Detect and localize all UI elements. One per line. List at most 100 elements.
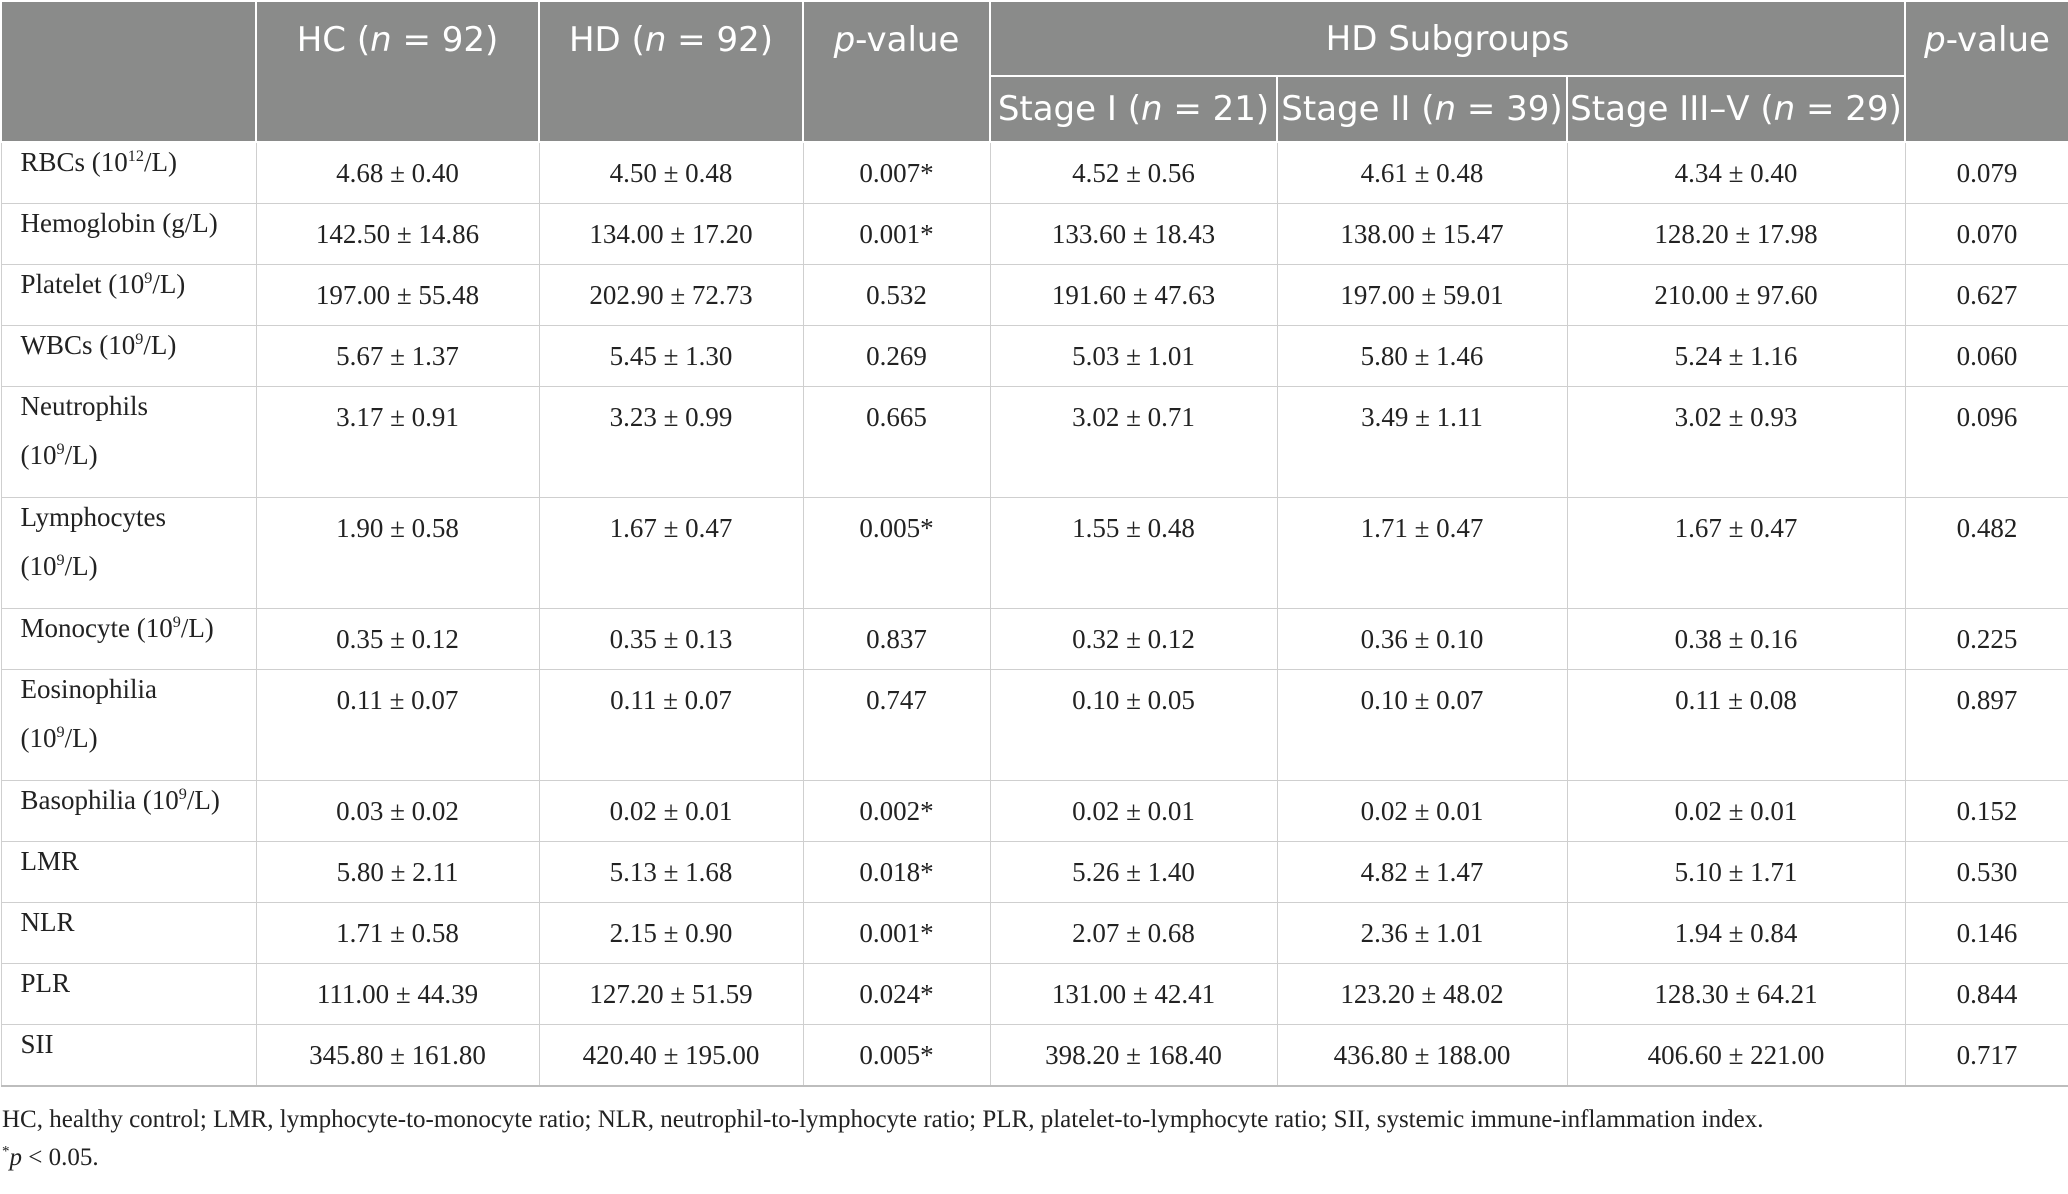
stage-1-value: 0.02 ± 0.01 [989, 780, 1278, 842]
hd-value: 420.40 ± 195.00 [538, 1024, 804, 1087]
stage-1-value: 0.32 ± 0.12 [989, 608, 1278, 670]
stage-3-5-value: 0.11 ± 0.08 [1566, 669, 1906, 781]
stage-2-value: 138.00 ± 15.47 [1276, 203, 1568, 265]
stage-3-5-value: 128.20 ± 17.98 [1566, 203, 1906, 265]
row-label: SII [0, 1024, 257, 1087]
stage-3-5-value: 5.10 ± 1.71 [1566, 841, 1906, 903]
stage-2-value: 0.02 ± 0.01 [1276, 780, 1568, 842]
table-row: LMR 5.80 ± 2.11 5.13 ± 1.68 0.018* 5.26 ± 1.… [0, 841, 2068, 903]
row-label: RBCs (1012/L) [0, 141, 257, 204]
stage-3-5-value: 1.67 ± 0.47 [1566, 497, 1906, 609]
stage-3-5-value: 210.00 ± 97.60 [1566, 264, 1906, 326]
stage-1-value: 133.60 ± 18.43 [989, 203, 1278, 265]
hc-value: 0.11 ± 0.07 [255, 669, 540, 781]
table-row: RBCs (1012/L) 4.68 ± 0.40 4.50 ± 0.48 0.007… [0, 141, 2068, 204]
table-row: Platelet (109/L) 197.00 ± 55.48 202.90 ± 7… [0, 264, 2068, 326]
header-stage-3-5: Stage III–V (n = 29) [1565, 75, 1907, 143]
stage-3-5-value: 1.94 ± 0.84 [1566, 902, 1906, 964]
header-stage-1: Stage I (n = 21) [989, 75, 1278, 143]
row-label: Platelet (109/L) [0, 264, 257, 326]
hd-value: 0.02 ± 0.01 [538, 780, 804, 842]
table-row: WBCs (109/L) 5.67 ± 1.37 5.45 ± 1.30 0.269 5… [0, 325, 2068, 387]
hd-value: 5.45 ± 1.30 [538, 325, 804, 387]
stage-3-5-value: 0.02 ± 0.01 [1566, 780, 1906, 842]
table-row: Basophilia (109/L) 0.03 ± 0.02 0.02 ± 0.01… [0, 780, 2068, 842]
row-label: Hemoglobin (g/L) [0, 203, 257, 265]
stage-1-value: 131.00 ± 42.41 [989, 963, 1278, 1025]
p-value: 0.665 [802, 386, 991, 498]
subgroup-p-value: 0.070 [1904, 203, 2068, 265]
stage-2-value: 123.20 ± 48.02 [1276, 963, 1568, 1025]
p-value: 0.269 [802, 325, 991, 387]
stage-3-5-value: 5.24 ± 1.16 [1566, 325, 1906, 387]
subgroup-p-value: 0.530 [1904, 841, 2068, 903]
p-value: 0.005* [802, 497, 991, 609]
hd-value: 0.35 ± 0.13 [538, 608, 804, 670]
stage-3-5-value: 4.34 ± 0.40 [1566, 141, 1906, 204]
subgroup-p-value: 0.096 [1904, 386, 2068, 498]
row-label: LMR [0, 841, 257, 903]
hc-value: 142.50 ± 14.86 [255, 203, 540, 265]
hd-value: 3.23 ± 0.99 [538, 386, 804, 498]
stage-2-value: 436.80 ± 188.00 [1276, 1024, 1568, 1087]
p-value: 0.002* [802, 780, 991, 842]
header-blank [0, 0, 257, 143]
subgroup-p-value: 0.079 [1904, 141, 2068, 204]
hd-value: 127.20 ± 51.59 [538, 963, 804, 1025]
hd-value: 0.11 ± 0.07 [538, 669, 804, 781]
row-label: Neutrophils (109/L) [0, 386, 257, 498]
p-value: 0.005* [802, 1024, 991, 1087]
stage-3-5-value: 406.60 ± 221.00 [1566, 1024, 1906, 1087]
hc-value: 5.80 ± 2.11 [255, 841, 540, 903]
p-value: 0.001* [802, 902, 991, 964]
hd-value: 202.90 ± 72.73 [538, 264, 804, 326]
table-footnotes: HC, healthy control; LMR, lymphocyte-to-… [0, 1101, 2068, 1177]
p-value: 0.837 [802, 608, 991, 670]
stage-3-5-value: 3.02 ± 0.93 [1566, 386, 1906, 498]
row-label: Eosinophilia (109/L) [0, 669, 257, 781]
header-hd-subgroups: HD Subgroups [988, 0, 1907, 77]
table-row: Monocyte (109/L) 0.35 ± 0.12 0.35 ± 0.13 0.… [0, 608, 2068, 670]
stage-1-value: 4.52 ± 0.56 [989, 141, 1278, 204]
stage-2-value: 4.61 ± 0.48 [1276, 141, 1568, 204]
subgroup-p-value: 0.844 [1904, 963, 2068, 1025]
hc-value: 4.68 ± 0.40 [255, 141, 540, 204]
footnote-abbreviations: HC, healthy control; LMR, lymphocyte-to-… [2, 1106, 1764, 1133]
header-p-value: p-value [802, 0, 991, 143]
stage-2-value: 0.10 ± 0.07 [1276, 669, 1568, 781]
stage-1-value: 191.60 ± 47.63 [989, 264, 1278, 326]
p-value: 0.001* [802, 203, 991, 265]
stage-1-value: 0.10 ± 0.05 [989, 669, 1278, 781]
row-label: Basophilia (109/L) [0, 780, 257, 842]
table-row: Neutrophils (109/L) 3.17 ± 0.91 3.23 ± 0.99… [0, 386, 2068, 498]
table-row: NLR 1.71 ± 0.58 2.15 ± 0.90 0.001* 2.07 ± 0.… [0, 902, 2068, 964]
hc-value: 3.17 ± 0.91 [255, 386, 540, 498]
hc-value: 5.67 ± 1.37 [255, 325, 540, 387]
row-label: Lymphocytes (109/L) [0, 497, 257, 609]
subgroup-p-value: 0.152 [1904, 780, 2068, 842]
hd-value: 5.13 ± 1.68 [538, 841, 804, 903]
subgroup-p-value: 0.897 [1904, 669, 2068, 781]
stage-2-value: 0.36 ± 0.10 [1276, 608, 1568, 670]
subgroup-p-value: 0.060 [1904, 325, 2068, 387]
stage-2-value: 197.00 ± 59.01 [1276, 264, 1568, 326]
hc-value: 197.00 ± 55.48 [255, 264, 540, 326]
hd-value: 4.50 ± 0.48 [538, 141, 804, 204]
subgroup-p-value: 0.225 [1904, 608, 2068, 670]
subgroup-p-value: 0.482 [1904, 497, 2068, 609]
header-stage-2: Stage II (n = 39) [1276, 75, 1568, 143]
row-label: Monocyte (109/L) [0, 608, 257, 670]
hd-value: 134.00 ± 17.20 [538, 203, 804, 265]
table-row: SII 345.80 ± 161.80 420.40 ± 195.00 0.005* 3… [0, 1024, 2068, 1087]
p-value: 0.024* [802, 963, 991, 1025]
hd-value: 2.15 ± 0.90 [538, 902, 804, 964]
stage-1-value: 2.07 ± 0.68 [989, 902, 1278, 964]
stage-2-value: 3.49 ± 1.11 [1276, 386, 1568, 498]
hc-value: 0.35 ± 0.12 [255, 608, 540, 670]
row-label: NLR [0, 902, 257, 964]
table-header: HC (n = 92) HD (n = 92) p-value HD Subgr… [0, 0, 2068, 143]
stage-1-value: 1.55 ± 0.48 [989, 497, 1278, 609]
hc-value: 111.00 ± 44.39 [255, 963, 540, 1025]
footnote-significance: *p < 0.05. [2, 1143, 99, 1171]
